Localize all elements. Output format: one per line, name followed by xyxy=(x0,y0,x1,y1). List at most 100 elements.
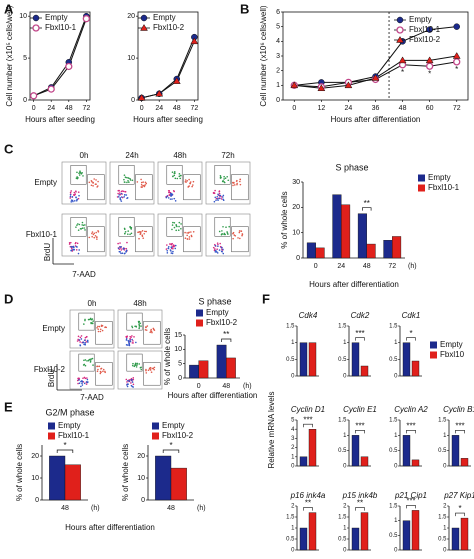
flow-dot xyxy=(178,173,181,175)
significance-bracket xyxy=(303,507,313,511)
flow-dot xyxy=(153,366,156,369)
flow-xlabel: 7-AAD xyxy=(80,393,104,402)
flow-dot xyxy=(118,192,121,194)
flow-dot xyxy=(71,196,74,198)
flow-dot xyxy=(90,358,92,360)
flow-dot xyxy=(131,364,134,367)
legend-label: Fbxl10-1 xyxy=(58,431,90,440)
panel-title: Cdk2 xyxy=(351,311,370,320)
flow-dot xyxy=(215,199,217,201)
bar xyxy=(360,365,369,377)
flow-ylabel: BrdU xyxy=(43,243,52,261)
flow-dot xyxy=(131,325,133,328)
flow-dot xyxy=(126,181,128,184)
flow-dot xyxy=(75,249,78,251)
flow-plot xyxy=(109,213,155,257)
x-unit: (h) xyxy=(197,505,206,512)
plot-frame xyxy=(137,11,199,101)
y-tick-label: 20 xyxy=(31,453,39,460)
flow-dot xyxy=(76,224,78,226)
flow-dot xyxy=(102,368,105,371)
bar xyxy=(402,342,411,377)
bar xyxy=(460,517,469,551)
flow-dot xyxy=(226,175,229,178)
flow-dot xyxy=(79,344,82,347)
legend-swatch xyxy=(152,432,159,440)
annotation: * xyxy=(169,441,172,450)
panel-title: Cyclin B1 xyxy=(443,405,474,414)
panel-label: A xyxy=(4,1,14,16)
legend-label: Empty xyxy=(206,308,229,317)
flow-dot xyxy=(219,194,222,197)
legend-swatch xyxy=(418,184,425,192)
flow-dot xyxy=(140,186,143,188)
flow-dot xyxy=(131,381,134,383)
flow-dot xyxy=(152,327,155,330)
flow-dot xyxy=(170,250,172,252)
flow-dot xyxy=(216,195,219,198)
flow-dot xyxy=(130,232,133,235)
annotation: *** xyxy=(406,421,415,430)
legend-label: Fbxl10 xyxy=(440,350,465,359)
annotation: *** xyxy=(303,415,312,424)
annotation: ** xyxy=(305,499,311,508)
flow-dot xyxy=(77,229,80,231)
flow-dot xyxy=(98,365,101,368)
bar xyxy=(351,342,360,377)
panel-title: p27 Kip1 xyxy=(443,491,474,500)
flow-dot xyxy=(124,228,126,231)
bar xyxy=(460,458,469,467)
flow-dot xyxy=(184,180,187,183)
flow-dot xyxy=(121,252,124,255)
flow-dot xyxy=(132,378,135,381)
flow-dot xyxy=(131,378,133,381)
flow-dot xyxy=(180,223,182,225)
flow-dot xyxy=(95,231,98,234)
y-axis-label: Relative mRNA levels xyxy=(267,392,276,469)
flow-dot xyxy=(144,181,147,184)
bar xyxy=(189,364,199,379)
flow-dot xyxy=(151,331,153,334)
x-tick-label: 24 xyxy=(155,105,163,112)
flow-dot xyxy=(178,175,181,178)
flow-dot xyxy=(147,369,150,372)
flow-dot xyxy=(132,377,135,379)
flow-dot xyxy=(174,244,177,247)
y-tick-label: 2 xyxy=(291,445,295,451)
flow-dot xyxy=(91,322,94,325)
flow-dot xyxy=(225,226,227,229)
legend-swatch xyxy=(430,351,437,359)
flow-plot xyxy=(205,161,251,205)
x-unit: (h) xyxy=(408,263,417,270)
flow-dot xyxy=(125,247,128,250)
flow-dot xyxy=(221,196,224,198)
y-tick-label: 10 xyxy=(127,55,135,62)
flow-dot xyxy=(241,234,243,237)
flow-dot xyxy=(131,342,134,344)
flow-dot xyxy=(138,363,141,365)
flow-dot xyxy=(69,193,72,196)
flow-dot xyxy=(96,326,98,329)
y-tick-label: 0 xyxy=(35,497,39,504)
flow-dot xyxy=(128,344,131,347)
flow-dot xyxy=(97,325,99,328)
flow-dot xyxy=(226,231,228,233)
flow-dot xyxy=(102,370,104,373)
flow-dot xyxy=(222,225,224,228)
annotation: * xyxy=(401,68,404,77)
flow-dot xyxy=(172,250,174,253)
marker xyxy=(452,52,461,59)
x-tick-label: 12 xyxy=(317,105,325,112)
flow-time: 0h xyxy=(88,299,97,308)
flow-dot xyxy=(73,248,76,251)
flow-dot xyxy=(136,362,139,365)
flow-dot xyxy=(184,179,187,181)
flow-dot xyxy=(221,250,223,253)
flow-dot xyxy=(166,249,169,252)
flow-dot xyxy=(76,340,79,342)
panel-title: Cyclin D1 xyxy=(291,405,325,414)
flow-dot xyxy=(79,336,82,339)
bar xyxy=(357,213,367,259)
flow-dot xyxy=(80,228,83,230)
flow-gate xyxy=(166,165,183,185)
